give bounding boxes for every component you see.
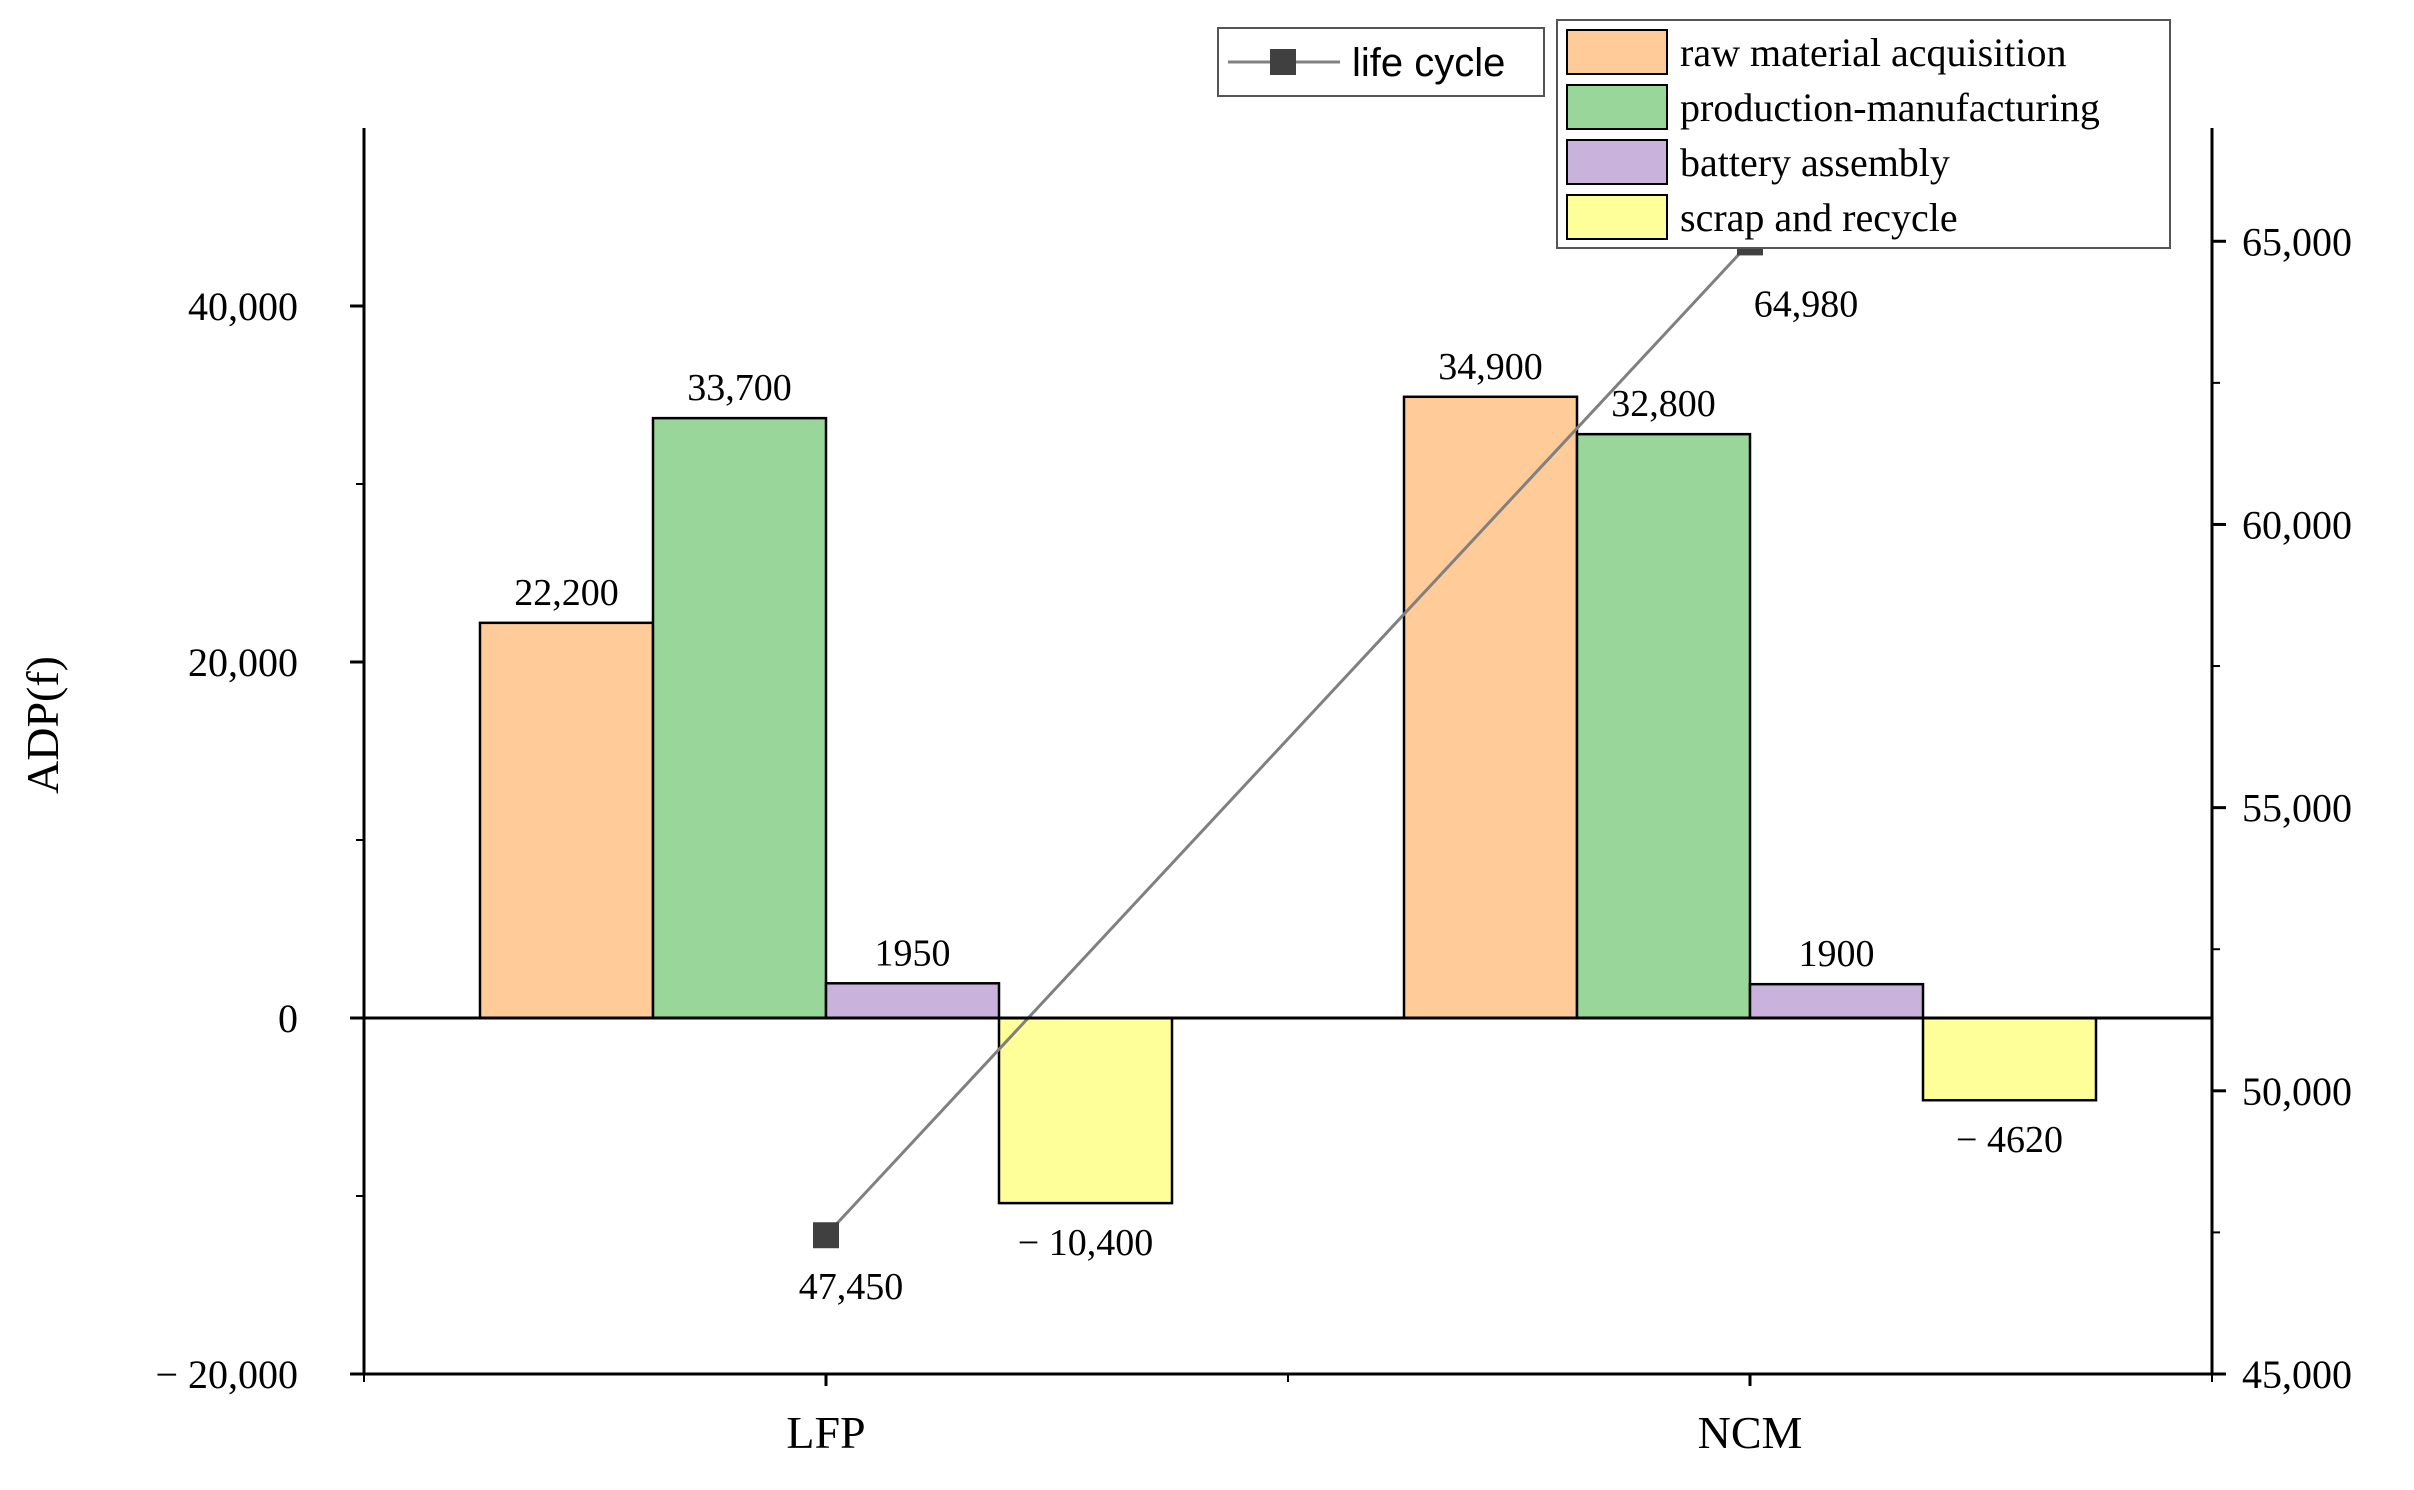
legend-label-raw-material: raw material acquisition (1680, 30, 2067, 75)
legend-swatch-battery-assembly (1566, 139, 1668, 185)
data-label-lfp-series-0: 22,200 (514, 572, 619, 614)
data-label-lfp-series-2: 1950 (875, 932, 951, 974)
bar-lfp-series-2 (824, 982, 1001, 1020)
data-labels: 22,200 34,900 33,700 32,800 1950 1900 − 10,400… (514, 283, 2063, 1308)
axes: − 20,000 0 20,000 40,000 45,000 50,000 55,000 6… (155, 128, 2352, 1458)
data-label-ncm-series-0: 34,900 (1438, 346, 1543, 388)
bar-lfp-series-0 (478, 621, 655, 1020)
life-cycle-label-lfp: 47,450 (799, 1266, 904, 1308)
legend-swatch-production (1566, 84, 1668, 130)
life-cycle-label-ncm: 64,980 (1754, 283, 1859, 325)
left-tick-label: 0 (278, 996, 298, 1041)
right-tick-label: 55,000 (2242, 786, 2352, 831)
bar-ncm-series-1 (1575, 432, 1752, 1020)
legend-swatch-scrap-recycle (1566, 194, 1668, 240)
right-tick-label: 45,000 (2242, 1352, 2352, 1397)
line-legend: life cycle (1217, 27, 1545, 97)
data-label-lfp-series-3: − 10,400 (1018, 1222, 1153, 1264)
left-tick-label: − 20,000 (155, 1352, 298, 1397)
right-tick-label: 60,000 (2242, 502, 2352, 547)
data-label-ncm-series-2: 1900 (1799, 933, 1875, 975)
legend-label-production: production-manufacturing (1680, 85, 2100, 130)
bar-ncm-series-2 (1748, 982, 1925, 1020)
left-tick-label: 20,000 (188, 640, 298, 685)
bar-lfp-series-1 (651, 416, 828, 1020)
x-tick-label-lfp: LFP (786, 1407, 865, 1458)
x-tick-label-ncm: NCM (1698, 1407, 1803, 1458)
legend-swatch-raw-material (1566, 29, 1668, 75)
right-tick-label: 65,000 (2242, 219, 2352, 264)
data-label-lfp-series-1: 33,700 (687, 367, 792, 409)
legend-label-battery-assembly: battery assembly (1680, 140, 1950, 185)
bars (478, 395, 2098, 1205)
legend-label-scrap-recycle: scrap and recycle (1680, 195, 1958, 240)
left-tick-label: 40,000 (188, 284, 298, 329)
bar-ncm-series-0 (1402, 395, 1579, 1020)
life-cycle-line (824, 241, 1752, 1237)
bar-ncm-series-3 (1921, 1016, 2098, 1102)
data-label-ncm-series-1: 32,800 (1611, 383, 1716, 425)
bar-lfp-series-3 (997, 1016, 1174, 1205)
data-label-ncm-series-3: − 4620 (1956, 1119, 2063, 1161)
right-tick-label: 50,000 (2242, 1069, 2352, 1114)
bar-legend: raw material acquisition production-manu… (1556, 19, 2171, 249)
line-legend-label: life cycle (1352, 41, 1505, 85)
y-axis-title: ADP(f) (17, 656, 68, 794)
life-cycle-marker-lfp (813, 1222, 839, 1249)
line-legend-marker-icon (1270, 49, 1296, 75)
